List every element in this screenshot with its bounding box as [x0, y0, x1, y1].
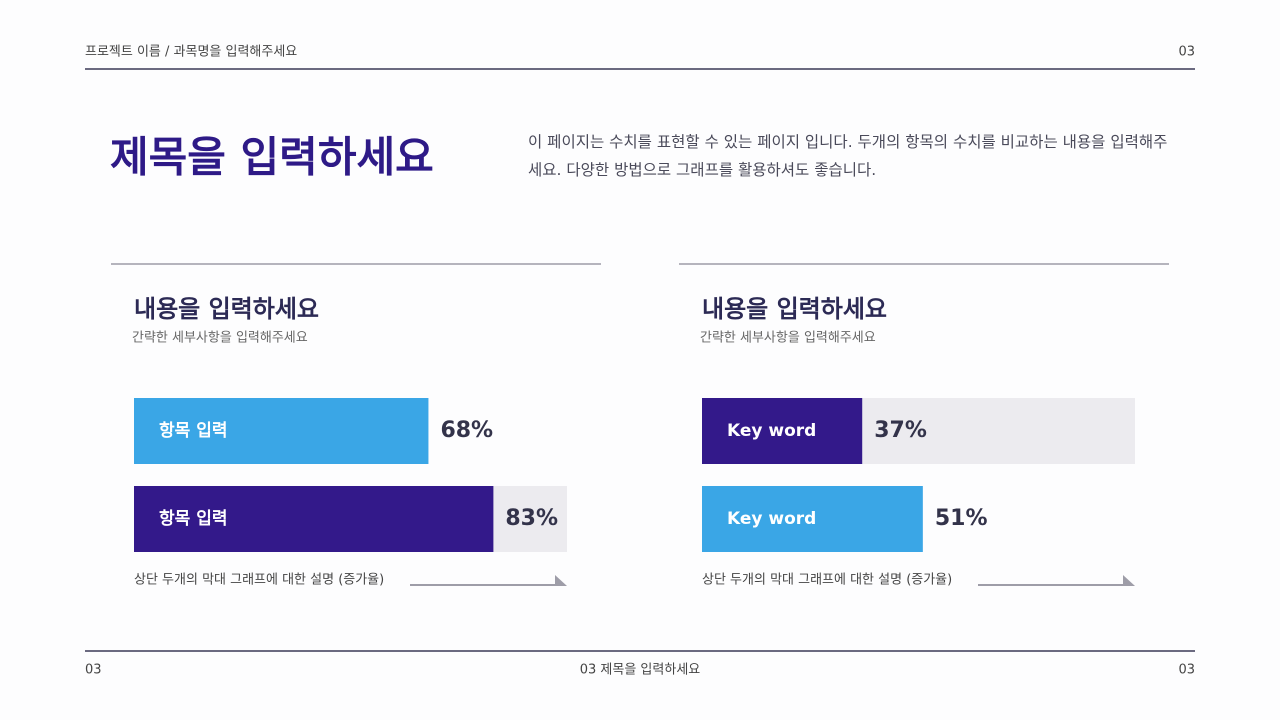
- project-name: 프로젝트 이름 / 과목명을 입력해주세요: [85, 45, 297, 60]
- footer-center: 03 제목을 입력하세요: [580, 663, 701, 678]
- footer-left: 03: [85, 663, 102, 678]
- value-label: 83%: [505, 506, 558, 531]
- page-number: 03: [1178, 45, 1195, 60]
- description: 이 페이지는 수치를 표현할 수 있는 페이지 입니다. 두개의 항목의 수치를…: [528, 133, 1168, 179]
- panel-title: 내용을 입력하세요: [702, 295, 887, 323]
- panel-subtitle: 간략한 세부사항을 입력해주세요: [700, 331, 876, 346]
- panel-subtitle: 간략한 세부사항을 입력해주세요: [132, 331, 308, 346]
- panel-title: 내용을 입력하세요: [134, 295, 319, 323]
- bar-label: 항목 입력: [159, 508, 227, 529]
- slide-title: 제목을 입력하세요: [110, 133, 434, 182]
- bar-label: Key word: [727, 421, 816, 441]
- bar-label: 항목 입력: [159, 420, 227, 441]
- bar-label: Key word: [727, 509, 816, 529]
- bar: [702, 398, 863, 464]
- footer-right: 03: [1178, 663, 1195, 678]
- note-arrow-head: [555, 575, 567, 586]
- chart-note: 상단 두개의 막대 그래프에 대한 설명 (증가율): [702, 573, 952, 588]
- value-label: 68%: [440, 418, 493, 443]
- value-label: 37%: [874, 418, 927, 443]
- value-label: 51%: [935, 506, 988, 531]
- bar: [134, 398, 429, 464]
- chart-note: 상단 두개의 막대 그래프에 대한 설명 (증가율): [134, 573, 384, 588]
- note-arrow-head: [1123, 575, 1135, 586]
- bar: [702, 486, 923, 552]
- bar: [134, 486, 494, 552]
